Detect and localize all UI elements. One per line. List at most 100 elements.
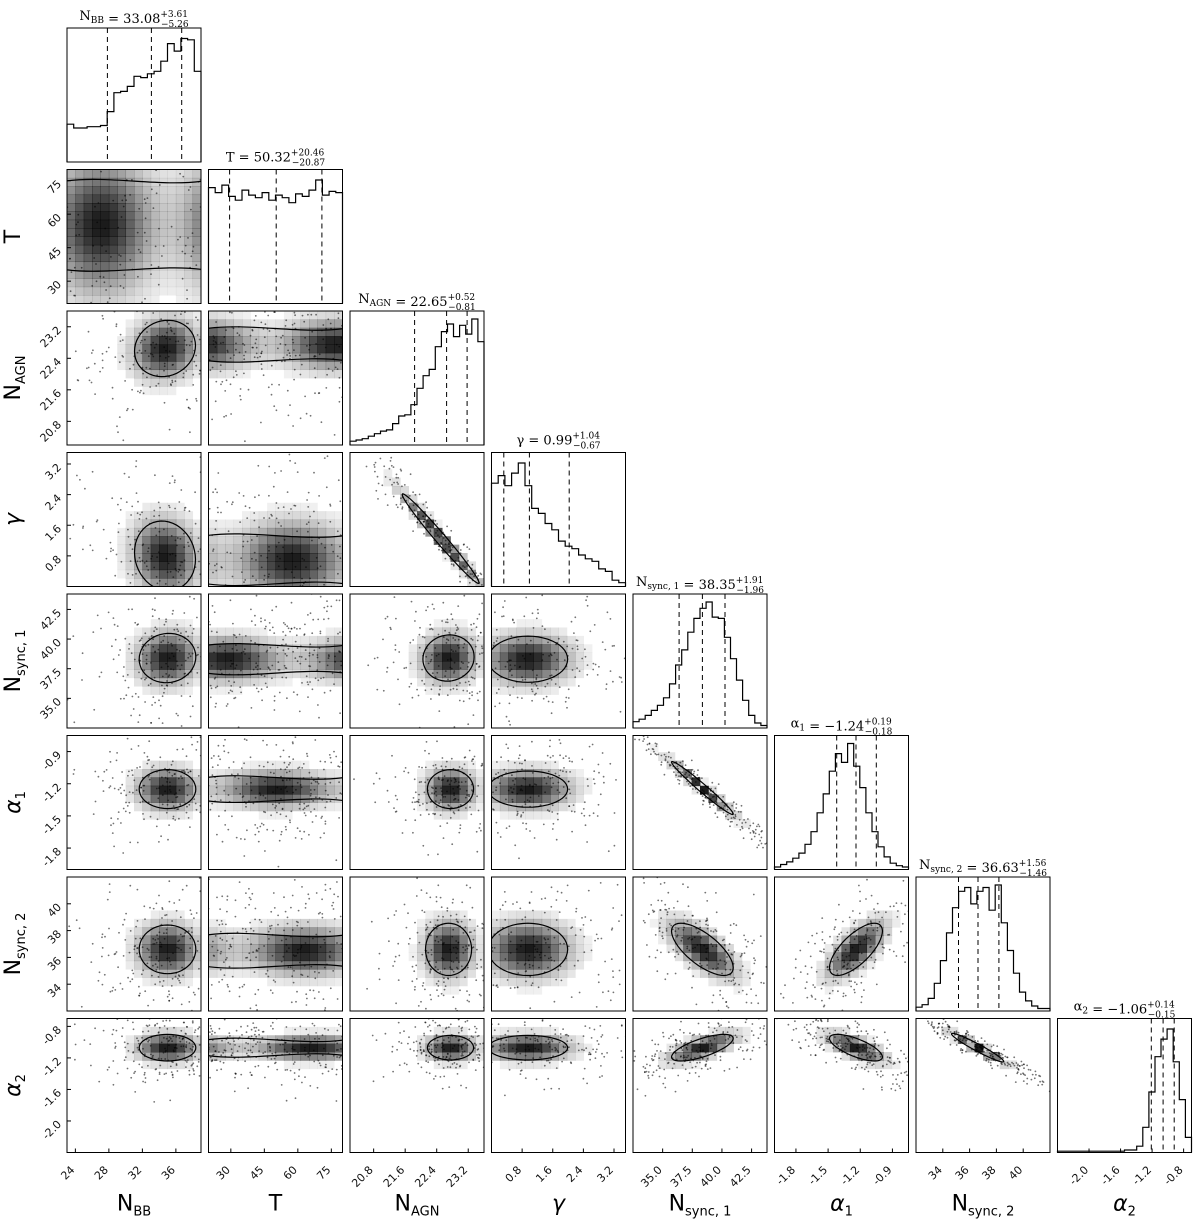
scatter-point bbox=[190, 106, 192, 108]
scatter-point bbox=[668, 751, 670, 754]
scatter-point bbox=[128, 592, 130, 594]
density-bin bbox=[192, 278, 201, 288]
scatter-point bbox=[174, 591, 176, 593]
density-bin bbox=[142, 511, 152, 520]
scatter-point bbox=[179, 124, 181, 126]
scatter-point bbox=[305, 291, 307, 293]
density-bin bbox=[550, 669, 559, 679]
scatter-point bbox=[136, 231, 139, 234]
scatter-point bbox=[272, 791, 274, 794]
density-bin bbox=[558, 627, 568, 637]
scatter-point bbox=[562, 770, 564, 773]
scatter-point bbox=[393, 596, 396, 598]
density-bin bbox=[417, 661, 426, 670]
scatter-point bbox=[607, 850, 610, 853]
density-bin bbox=[566, 777, 576, 787]
scatter-point bbox=[173, 605, 175, 607]
scatter-point bbox=[386, 671, 388, 673]
density-bin bbox=[167, 186, 177, 196]
density-bin bbox=[383, 477, 393, 487]
density-bin bbox=[442, 661, 451, 670]
scatter-point bbox=[503, 612, 505, 614]
density-bin bbox=[250, 794, 260, 803]
scatter-point bbox=[176, 628, 179, 631]
scatter-point bbox=[139, 937, 142, 940]
scatter-point bbox=[467, 661, 470, 664]
scatter-point bbox=[449, 666, 452, 669]
scatter-point bbox=[76, 474, 78, 477]
density-bin bbox=[267, 635, 276, 645]
density-bin bbox=[125, 270, 135, 279]
scatter-point bbox=[267, 575, 270, 578]
scatter-point bbox=[257, 464, 260, 467]
contour bbox=[491, 635, 569, 683]
scatter-point bbox=[169, 781, 171, 784]
density-bin bbox=[242, 519, 251, 529]
scatter-point bbox=[190, 340, 193, 343]
scatter-point bbox=[524, 759, 526, 761]
scatter-point bbox=[194, 491, 197, 494]
scatter-point bbox=[325, 621, 327, 623]
scatter-point bbox=[586, 595, 589, 598]
density-bin bbox=[142, 219, 152, 229]
scatter-point bbox=[427, 525, 429, 528]
scatter-point bbox=[225, 609, 227, 611]
density-bin bbox=[225, 544, 235, 554]
scatter-point bbox=[307, 313, 309, 316]
scatter-point bbox=[202, 670, 204, 672]
scatter-point bbox=[456, 786, 459, 789]
scatter-point bbox=[382, 689, 385, 692]
density-bin bbox=[175, 652, 185, 662]
scatter-point bbox=[324, 783, 327, 785]
scatter-point bbox=[602, 775, 605, 778]
density-bin bbox=[558, 802, 568, 812]
scatter-point bbox=[210, 615, 212, 617]
scatter-point bbox=[144, 990, 147, 993]
scatter-point bbox=[467, 723, 470, 726]
scatter-point bbox=[518, 616, 520, 618]
scatter-point bbox=[173, 96, 175, 98]
scatter-point bbox=[498, 603, 500, 605]
density-bin bbox=[159, 253, 168, 263]
scatter-point bbox=[264, 619, 266, 621]
scatter-point bbox=[412, 797, 415, 799]
scatter-point bbox=[454, 650, 457, 652]
scatter-point bbox=[704, 796, 707, 799]
scatter-point bbox=[523, 657, 526, 660]
scatter-point bbox=[552, 755, 554, 757]
density-bin bbox=[283, 519, 293, 529]
scatter-point bbox=[170, 763, 173, 766]
scatter-point bbox=[277, 347, 279, 350]
scatter-point bbox=[167, 355, 170, 358]
scatter-point bbox=[203, 767, 205, 769]
scatter-point bbox=[122, 955, 125, 957]
density-bin bbox=[134, 278, 143, 288]
scatter-point bbox=[196, 741, 199, 743]
scatter-point bbox=[174, 314, 176, 317]
density-bin bbox=[433, 652, 443, 662]
scatter-point bbox=[605, 708, 607, 710]
scatter-point bbox=[450, 649, 453, 651]
scatter-point bbox=[213, 763, 215, 765]
scatter-point bbox=[170, 985, 173, 987]
density-bin bbox=[317, 652, 327, 662]
scatter-point bbox=[271, 599, 273, 601]
scatter-point bbox=[287, 414, 290, 417]
scatter-point bbox=[418, 793, 420, 796]
scatter-point bbox=[394, 776, 397, 778]
density-bin bbox=[233, 644, 243, 654]
density-bin bbox=[250, 785, 260, 795]
density-bin bbox=[267, 760, 276, 770]
scatter-point bbox=[185, 811, 188, 814]
scatter-point bbox=[187, 817, 190, 819]
density-bin bbox=[216, 661, 226, 670]
scatter-point bbox=[338, 376, 341, 379]
density-bin bbox=[100, 194, 110, 204]
scatter-point bbox=[507, 759, 510, 762]
density-bin bbox=[100, 228, 110, 237]
density-bin bbox=[184, 519, 194, 529]
scatter-point bbox=[225, 414, 228, 417]
scatter-point bbox=[461, 767, 464, 770]
scatter-point bbox=[198, 373, 201, 375]
scatter-point bbox=[168, 504, 170, 507]
